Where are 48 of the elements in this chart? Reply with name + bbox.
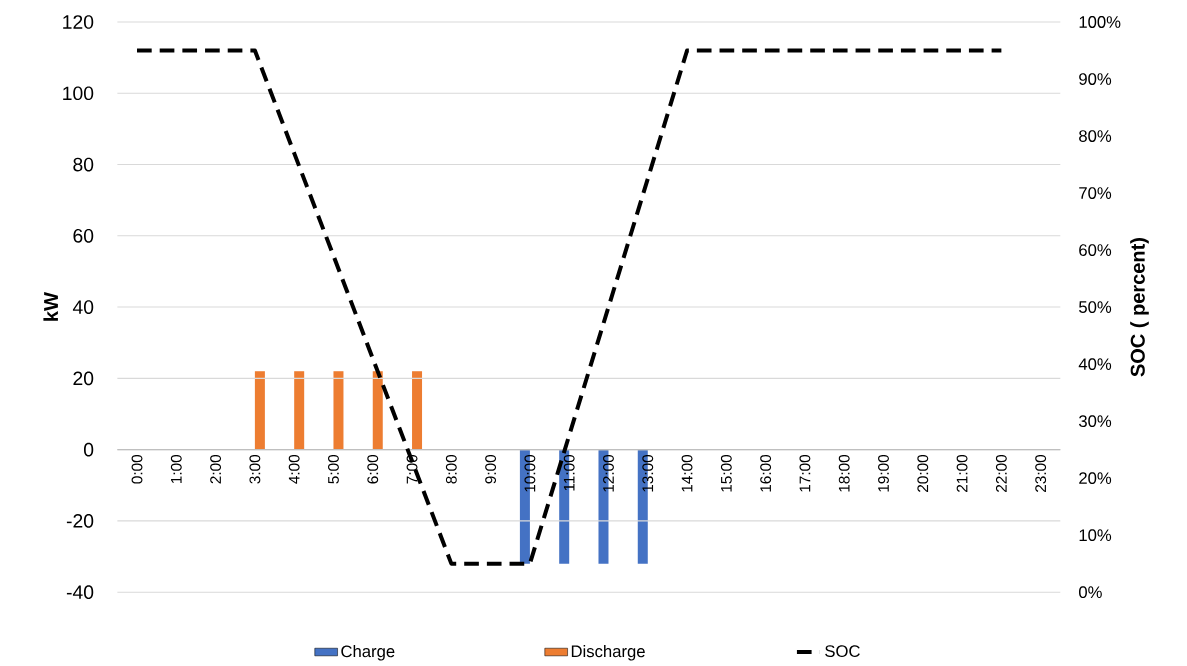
legend-label: Charge (341, 645, 395, 661)
x-tick-label: 22:00 (995, 455, 1007, 493)
y-tick-label: 100 (63, 86, 94, 101)
x-tick-label: 3:00 (249, 455, 261, 484)
y2-tick-label: 30% (1078, 415, 1112, 428)
y2-axis-title: SOC ( percent) (1130, 238, 1149, 377)
x-tick-label: 11:00 (563, 455, 575, 491)
y2-tick-label: 60% (1079, 244, 1112, 257)
x-tick-label: 1:00 (170, 455, 182, 484)
y-tick-label: 40 (72, 300, 94, 315)
x-tick-label: 19:00 (878, 455, 889, 492)
x-tick-label: 13:00 (642, 455, 654, 492)
legend-label: Discharge (571, 645, 645, 661)
y-tick-label: 120 (63, 15, 94, 30)
y2-tick-label: 100% (1079, 16, 1121, 29)
x-tick-label: 2:00 (210, 455, 222, 484)
x-tick-label: 15:00 (720, 455, 732, 492)
x-tick-label: 17:00 (799, 455, 811, 492)
y-axis-title: kW (43, 292, 58, 321)
y-tick-label: 20 (73, 371, 94, 386)
y2-tick-label: 20% (1079, 472, 1112, 485)
legend-label: SOC (825, 645, 860, 658)
x-tick-label: 12:00 (603, 455, 614, 492)
y-tick-label: -40 (66, 585, 94, 600)
x-tick-label: 9:00 (485, 455, 497, 484)
x-tick-label: 14:00 (681, 455, 693, 492)
x-tick-label: 23:00 (1035, 455, 1047, 493)
y2-tick-label: 70% (1079, 187, 1112, 200)
x-tick-label: 8:00 (445, 455, 457, 484)
y2-tick-label: 0% (1079, 586, 1102, 599)
x-tick-label: 18:00 (838, 455, 850, 492)
y-tick-label: 80 (73, 157, 94, 172)
x-tick-label: 4:00 (288, 455, 300, 485)
y2-tick-label: 80% (1079, 130, 1112, 143)
y-tick-label: -20 (66, 514, 94, 528)
x-tick-label: 6:00 (367, 455, 379, 484)
y2-tick-label: 40% (1078, 358, 1112, 371)
x-tick-label: 21:00 (956, 455, 968, 493)
x-tick-label: 5:00 (328, 455, 339, 484)
x-tick-label: 0:00 (131, 455, 143, 484)
x-tick-label: 20:00 (917, 455, 929, 493)
y-tick-label: 0 (83, 443, 94, 457)
y-tick-label: 60 (73, 229, 94, 243)
x-tick-label: 10:00 (524, 455, 536, 492)
y2-tick-label: 50% (1079, 301, 1112, 314)
x-tick-label: 16:00 (760, 455, 772, 492)
y2-tick-label: 10% (1079, 529, 1112, 542)
y2-tick-label: 90% (1079, 73, 1112, 86)
